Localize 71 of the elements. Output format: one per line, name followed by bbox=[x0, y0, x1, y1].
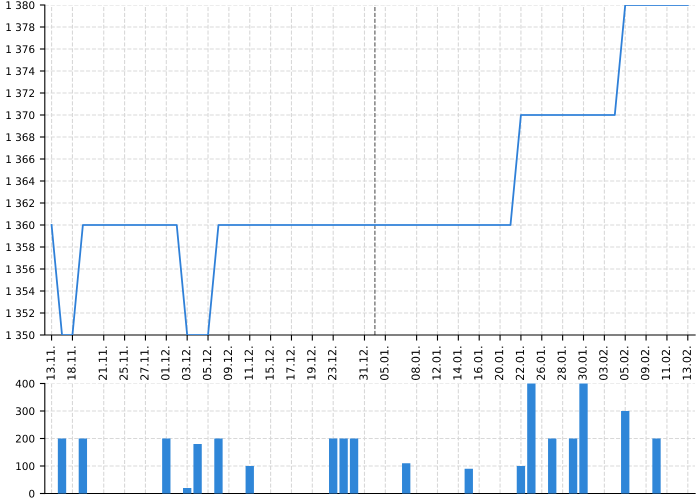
bar bbox=[568, 438, 578, 494]
x-tick-label: 03.02. bbox=[599, 346, 608, 380]
x-tick-label: 05.02. bbox=[620, 346, 628, 380]
x-tick-label: 26.01. bbox=[536, 346, 546, 380]
bar bbox=[339, 438, 348, 494]
bar bbox=[58, 438, 66, 494]
x-tick-label: 09.12. bbox=[224, 346, 232, 380]
x-tick-label: 11.12. bbox=[244, 346, 253, 380]
y-tick-label: 1 374 bbox=[6, 67, 34, 76]
y-tick-label: 1 378 bbox=[6, 23, 34, 32]
bar bbox=[162, 438, 170, 494]
x-tick-label: 20.01. bbox=[494, 346, 504, 380]
y-tick-label: 1 368 bbox=[6, 133, 34, 142]
x-tick-label: 21.11. bbox=[98, 346, 107, 380]
bar bbox=[350, 438, 358, 494]
y-tick-label: 1 362 bbox=[6, 199, 34, 208]
y-tick-label: 1 366 bbox=[6, 155, 34, 164]
y-tick-label: 200 bbox=[16, 434, 34, 443]
bar bbox=[464, 468, 473, 494]
y-tick-label: 400 bbox=[16, 380, 34, 388]
x-tick-label: 22.01. bbox=[516, 346, 524, 380]
bar bbox=[246, 466, 254, 494]
y-tick-label: 1 354 bbox=[6, 287, 34, 296]
bar bbox=[193, 444, 202, 494]
x-tick-label: 08.01. bbox=[411, 346, 420, 380]
bar bbox=[621, 411, 630, 494]
bar bbox=[78, 438, 88, 494]
x-tick-label: 18.11. bbox=[67, 346, 76, 380]
y-tick-label: 0 bbox=[29, 490, 34, 498]
x-tick-label: 05.12. bbox=[202, 346, 212, 380]
x-tick-label: 17.12. bbox=[286, 346, 295, 380]
x-tick-label: 16.01. bbox=[474, 346, 482, 380]
x-tick-label: 27.11. bbox=[140, 346, 149, 380]
y-tick-label: 1 372 bbox=[6, 89, 34, 98]
bar bbox=[214, 438, 223, 494]
y-tick-label: 1 350 bbox=[6, 331, 34, 340]
y-tick-label: 1 352 bbox=[6, 309, 34, 318]
x-tick-label: 31.12. bbox=[359, 346, 368, 380]
x-tick-label: 13.02. bbox=[682, 346, 692, 380]
x-tick-label: 28.01. bbox=[557, 346, 566, 380]
y-tick-label: 1 364 bbox=[6, 177, 34, 186]
x-tick-label: 13.11. bbox=[46, 346, 55, 380]
bar bbox=[402, 463, 410, 494]
x-tick-label: 23.12. bbox=[328, 346, 336, 380]
bar bbox=[579, 384, 588, 494]
y-tick-label: 1 380 bbox=[6, 1, 34, 10]
bar bbox=[652, 438, 661, 494]
x-tick-label: 30.01. bbox=[578, 346, 587, 380]
x-tick-label: 09.02. bbox=[640, 346, 650, 380]
x-tick-label: 05.01. bbox=[380, 346, 389, 380]
bar bbox=[516, 466, 526, 494]
y-tick-label: 1 376 bbox=[6, 45, 34, 54]
x-tick-label: 19.12. bbox=[307, 346, 316, 380]
y-tick-label: 1 358 bbox=[6, 243, 34, 252]
x-tick-label: 11.02. bbox=[662, 346, 670, 380]
y-tick-label: 1 356 bbox=[6, 265, 34, 274]
x-tick-label: 01.12. bbox=[161, 346, 170, 380]
x-tick-label: 15.12. bbox=[265, 346, 274, 380]
bar bbox=[548, 438, 556, 494]
line-series bbox=[50, 5, 689, 335]
x-tick-label: 25.11. bbox=[119, 346, 128, 380]
bar bbox=[329, 438, 338, 494]
y-tick-label: 1 370 bbox=[6, 111, 34, 120]
y-tick-label: 1 360 bbox=[6, 221, 34, 230]
y-tick-label: 100 bbox=[16, 462, 34, 470]
x-tick-label: 14.01. bbox=[453, 346, 462, 380]
bar bbox=[527, 384, 536, 494]
x-tick-label: 12.01. bbox=[432, 346, 441, 380]
bar bbox=[182, 488, 192, 494]
x-tick-label: 03.12. bbox=[182, 346, 190, 380]
y-tick-label: 300 bbox=[16, 407, 34, 416]
